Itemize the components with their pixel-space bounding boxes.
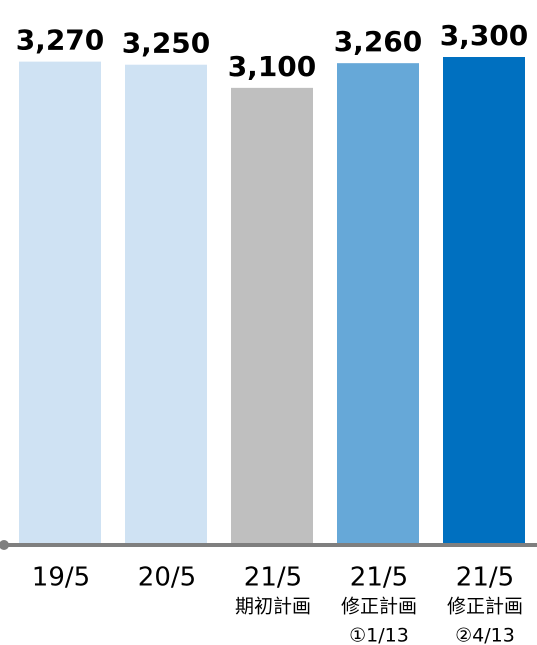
- x-tick-label: 21/5: [456, 563, 514, 593]
- bar: [19, 61, 101, 543]
- value-label: 3,300: [440, 19, 529, 52]
- value-label: 3,100: [228, 50, 317, 83]
- x-tick-label: 19/5: [32, 563, 90, 593]
- x-tick-label: 21/5: [350, 563, 408, 593]
- x-tick-label: 20/5: [138, 563, 196, 593]
- bar: [231, 87, 313, 543]
- axis-end: [0, 540, 9, 550]
- bar: [337, 63, 419, 544]
- bar: [125, 64, 207, 543]
- x-tick-label: 修正計画: [447, 596, 523, 618]
- value-label: 3,260: [334, 25, 423, 58]
- x-tick-label: ②4/13: [455, 625, 515, 645]
- x-tick-label: ①1/13: [349, 625, 409, 645]
- x-tick-label: 21/5: [244, 563, 302, 593]
- bar: [443, 57, 525, 543]
- x-tick-label: 期初計画: [235, 596, 311, 618]
- value-label: 3,270: [16, 24, 105, 57]
- x-tick-label: 修正計画: [341, 596, 417, 618]
- value-label: 3,250: [122, 27, 211, 60]
